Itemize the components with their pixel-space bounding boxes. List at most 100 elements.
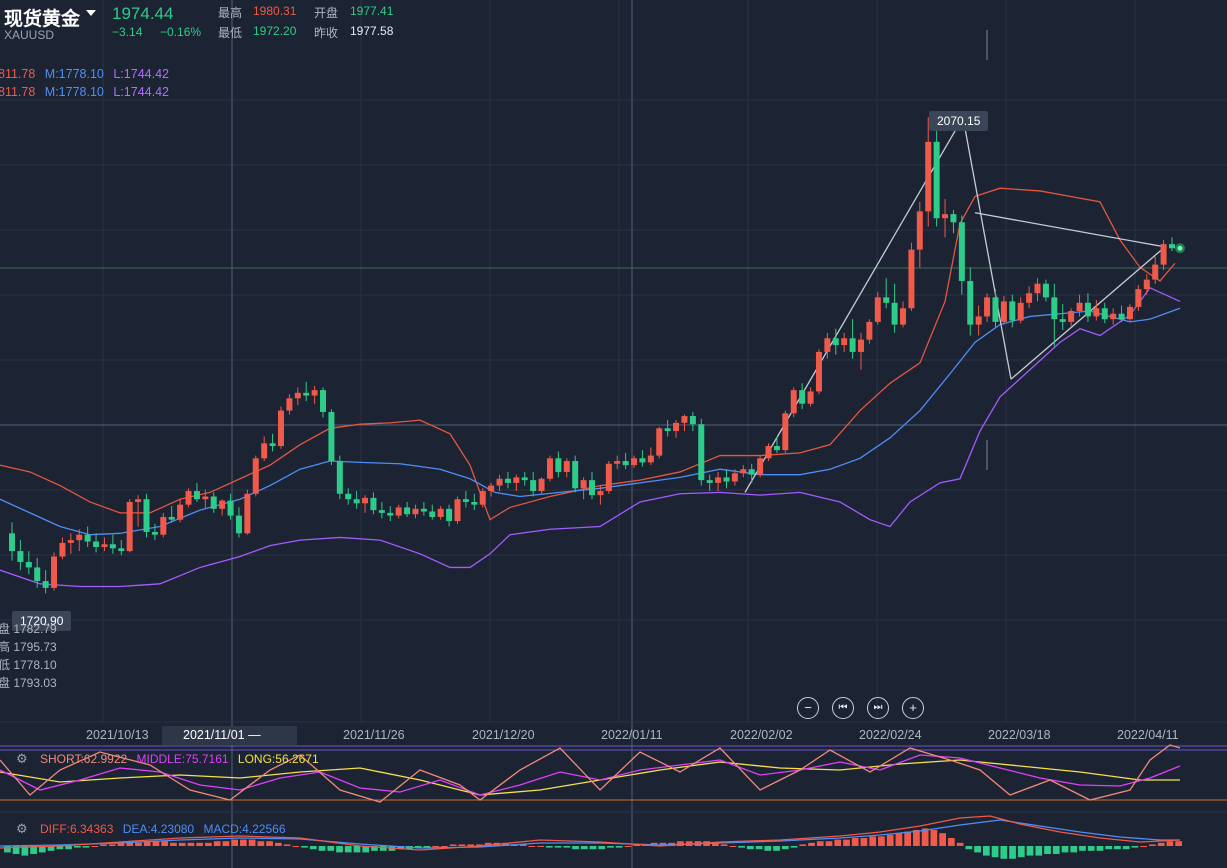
candle-body <box>622 461 629 466</box>
candle-body <box>631 458 638 466</box>
x-tick-label: 2021/11/26 <box>343 728 405 742</box>
zoom-out-button[interactable]: − <box>797 697 819 719</box>
candle-body <box>589 480 595 496</box>
macd-bar <box>1017 846 1025 858</box>
candle-body <box>1009 301 1016 321</box>
macd-bar <box>519 844 527 846</box>
macd-bar <box>135 842 142 846</box>
macd-bar <box>283 844 291 846</box>
candle-body <box>277 410 284 447</box>
x-tick-label: 2022/02/24 <box>859 728 922 742</box>
macd-bar <box>790 846 798 848</box>
candle-body <box>1169 244 1175 249</box>
macd-bar <box>1009 846 1016 859</box>
candle-body <box>1034 283 1041 294</box>
candle-body <box>235 515 242 534</box>
macd-bar <box>825 841 833 846</box>
macd-bar <box>178 842 186 846</box>
candle-body <box>378 510 385 513</box>
candle-body <box>25 561 32 568</box>
macd-bar <box>1157 842 1165 846</box>
candle-body <box>605 463 612 492</box>
candle-body <box>891 302 898 325</box>
macd-bar <box>91 846 99 847</box>
candle-body <box>1017 302 1024 321</box>
macd-bar <box>100 844 107 846</box>
macd-bar <box>248 839 256 846</box>
candle-body <box>1026 293 1033 303</box>
scroll-start-button[interactable]: ⏮ <box>832 697 854 719</box>
candle-body <box>513 477 520 483</box>
candle-body <box>488 485 495 492</box>
candle-body <box>420 508 427 512</box>
boll-lower: L:1744.42 <box>113 85 169 99</box>
candle-body <box>715 477 722 483</box>
macd-bar <box>266 841 273 846</box>
candle-body <box>841 338 848 346</box>
macd-legend: DIFF:6.34363 DEA:4.23080 MACD:4.22566 <box>40 822 286 836</box>
candle-body <box>1000 301 1007 322</box>
drawing-lines[interactable] <box>744 30 1167 493</box>
macd-bar <box>773 846 780 851</box>
macd-dea: DEA:4.23080 <box>122 822 195 836</box>
caret-down-icon[interactable] <box>86 10 96 16</box>
candle-body <box>244 493 251 534</box>
candle-body <box>311 390 318 396</box>
macd-bar <box>1044 846 1051 854</box>
ohlc-high: 高 1795.73 <box>0 640 57 654</box>
candle-body <box>857 339 864 352</box>
candle-body <box>286 398 293 411</box>
macd-bar <box>1070 846 1078 853</box>
macd-bar <box>1035 846 1043 856</box>
low-label: 最低 <box>218 26 243 40</box>
candle-body <box>1143 279 1150 290</box>
x-tick-label: 2022/04/11 <box>1117 728 1179 742</box>
macd-bar <box>379 846 387 851</box>
macd-bar <box>126 842 134 846</box>
instrument-title[interactable]: 现货黄金 <box>4 9 81 30</box>
candle-body <box>126 501 133 552</box>
candle-body <box>757 458 764 475</box>
macd-bar <box>222 841 230 846</box>
macd-bar <box>231 839 238 846</box>
macd-bar <box>878 836 885 846</box>
candle-body <box>950 214 957 223</box>
candle-body <box>437 508 444 517</box>
high-label: 最高 <box>218 6 243 20</box>
macd-bar <box>764 846 772 851</box>
candle-body <box>42 581 49 588</box>
zoom-in-button[interactable]: + <box>902 697 924 719</box>
macd-bar <box>1149 844 1156 846</box>
candle-body <box>168 516 175 520</box>
prev-close-label: 昨收 <box>314 26 339 40</box>
crosshair-date: 2021/11/01 — <box>183 728 261 742</box>
candle-body <box>101 544 108 547</box>
macd-bar <box>528 846 536 847</box>
candle-body <box>849 338 856 352</box>
crosshair-date-value: 2021/11/01 <box>183 728 245 742</box>
gear-icon[interactable]: ⚙ <box>16 821 28 836</box>
macd-bar <box>572 846 579 850</box>
x-tick-label: 2022/03/18 <box>988 728 1051 742</box>
macd-bar <box>292 846 300 847</box>
kdj-middle-line <box>0 754 1181 796</box>
macd-bar <box>1140 846 1148 847</box>
boll-upper-line <box>0 187 1176 521</box>
boll-middle: M:1778.10 <box>44 67 104 81</box>
candle-body <box>303 392 310 396</box>
macd-bar <box>869 836 877 846</box>
macd-bar <box>589 846 597 850</box>
candle-body <box>807 391 814 404</box>
scroll-end-button[interactable]: ⏭ <box>867 697 889 719</box>
peak-price-tag: 2070.15 <box>929 111 989 131</box>
macd-bar <box>4 846 11 853</box>
macd-bar <box>738 846 745 848</box>
candle-body <box>504 478 511 483</box>
crosshair-date-suffix: — <box>248 728 261 742</box>
macd-bar <box>886 834 894 846</box>
gear-icon[interactable]: ⚙ <box>16 751 28 766</box>
indicator-panels <box>0 744 1182 859</box>
macd-bar <box>449 844 457 846</box>
macd-bar <box>615 846 623 848</box>
